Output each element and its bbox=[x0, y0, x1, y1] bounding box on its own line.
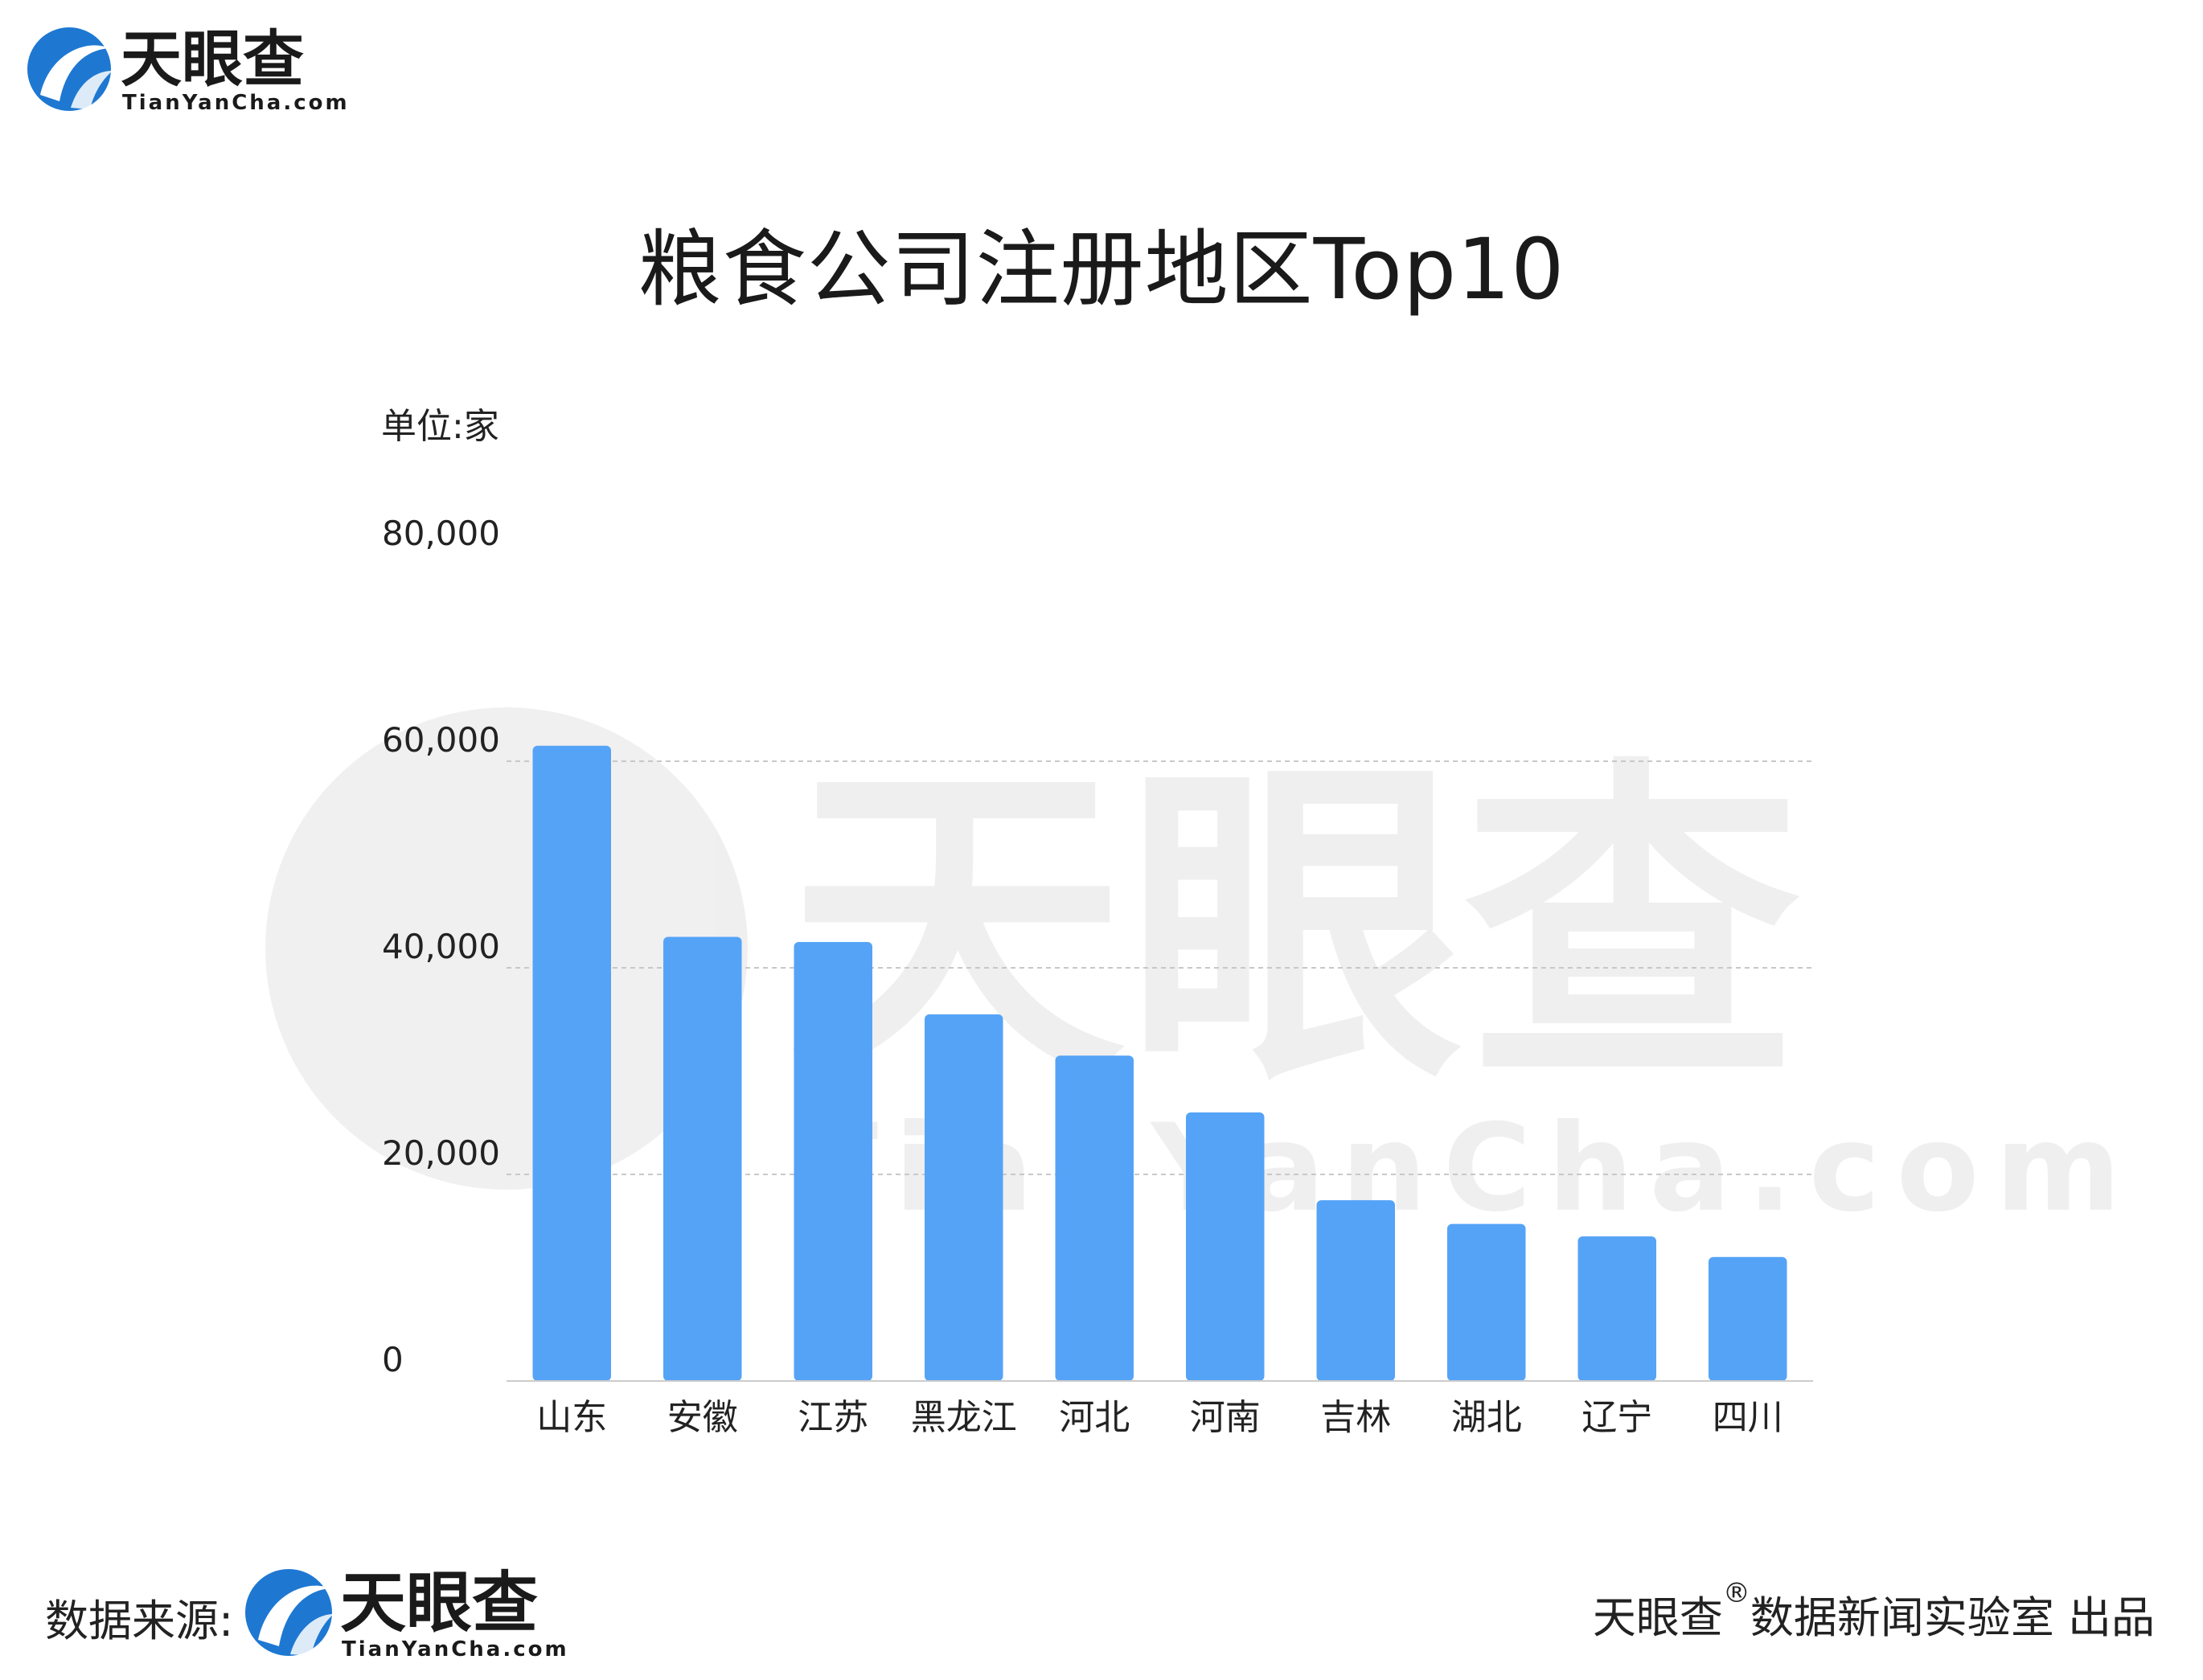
footer-source: 数据来源: 天眼查 TianYanCha.com bbox=[45, 1559, 608, 1664]
bar bbox=[1709, 1256, 1787, 1381]
x-tick-label: 四川 bbox=[1713, 1397, 1783, 1438]
registered-mark: ® bbox=[1722, 1577, 1750, 1609]
y-tick-label: 0 bbox=[382, 1340, 404, 1379]
y-tick-label: 40,000 bbox=[382, 927, 500, 966]
bar bbox=[1577, 1236, 1656, 1381]
bars bbox=[532, 745, 1787, 1381]
logo-domain: TianYanCha.com bbox=[122, 91, 350, 115]
y-tick-label: 20,000 bbox=[382, 1133, 500, 1173]
bar bbox=[794, 941, 872, 1381]
watermark: 天眼查 TianYanCha.com bbox=[265, 707, 2137, 1239]
x-tick-label: 河南 bbox=[1190, 1397, 1261, 1438]
watermark-logo-icon bbox=[265, 707, 748, 1190]
tianyancha-logo: 天眼查 TianYanCha.com bbox=[27, 23, 350, 115]
x-axis-ticks: 山东 安徽 江苏 黑龙江 河北 河南 吉林 湖北 辽宁 四川 bbox=[536, 1397, 1783, 1438]
x-tick-label: 山东 bbox=[536, 1397, 607, 1438]
logo-mark-icon bbox=[27, 27, 113, 111]
footer-credit: 天眼查®数据新闻实验室 出品 bbox=[1592, 1577, 2155, 1645]
chart-title: 粮食公司注册地区Top10 bbox=[638, 220, 1565, 318]
logo-name: 天眼查 bbox=[121, 23, 304, 95]
bar bbox=[925, 1014, 1003, 1381]
grid-lines bbox=[507, 760, 1813, 1175]
x-tick-label: 吉林 bbox=[1320, 1397, 1391, 1438]
x-tick-label: 湖北 bbox=[1451, 1397, 1522, 1438]
x-tick-label: 黑龙江 bbox=[911, 1397, 1017, 1438]
y-tick-label: 80,000 bbox=[382, 514, 500, 553]
credit-text: 数据新闻实验室 出品 bbox=[1750, 1592, 2155, 1643]
bar bbox=[1055, 1055, 1134, 1381]
source-label: 数据来源: bbox=[45, 1596, 234, 1646]
bar bbox=[1316, 1200, 1395, 1381]
unit-label: 单位:家 bbox=[381, 406, 499, 447]
x-tick-label: 江苏 bbox=[798, 1397, 868, 1438]
x-tick-label: 辽宁 bbox=[1581, 1397, 1652, 1438]
logo-name: 天眼查 bbox=[340, 1565, 538, 1641]
bar bbox=[1186, 1112, 1265, 1381]
logo-domain: TianYanCha.com bbox=[342, 1637, 569, 1662]
watermark-domain: TianYanCha.com bbox=[796, 1099, 2137, 1239]
logo-mark-icon bbox=[245, 1569, 334, 1656]
bar bbox=[663, 936, 742, 1381]
tianyancha-logo-footer: 天眼查 TianYanCha.com bbox=[245, 1565, 569, 1662]
bar bbox=[532, 745, 611, 1381]
bar bbox=[1447, 1223, 1526, 1381]
y-axis-ticks: 0 20,000 40,000 60,000 80,000 bbox=[382, 514, 500, 1379]
y-tick-label: 60,000 bbox=[382, 720, 500, 760]
x-tick-label: 安徽 bbox=[667, 1397, 738, 1438]
x-tick-label: 河北 bbox=[1059, 1397, 1130, 1438]
credit-brand: 天眼查 bbox=[1592, 1592, 1723, 1643]
